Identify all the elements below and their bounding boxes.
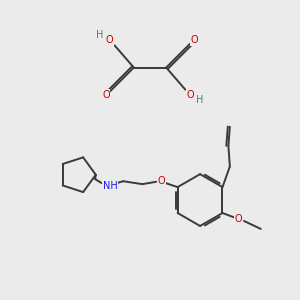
Text: O: O <box>102 90 110 100</box>
Text: O: O <box>187 90 194 100</box>
Text: O: O <box>158 176 165 186</box>
Text: NH: NH <box>103 181 117 190</box>
Text: O: O <box>190 35 198 46</box>
Text: H: H <box>96 30 103 40</box>
Text: O: O <box>235 214 242 224</box>
Text: H: H <box>196 95 204 105</box>
Text: O: O <box>106 35 113 45</box>
